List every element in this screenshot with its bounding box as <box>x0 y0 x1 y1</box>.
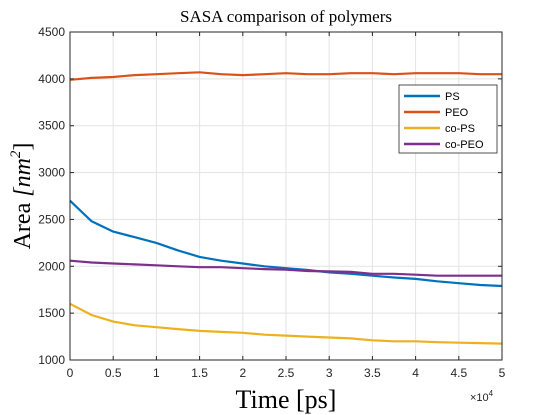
legend-label-peo: PEO <box>445 107 469 119</box>
grid <box>69 31 503 361</box>
x-tick-label: 5 <box>499 366 506 380</box>
y-tick-label: 1000 <box>38 353 65 367</box>
x-tick-label: 1.5 <box>191 366 208 380</box>
x-axis-label: Time [ps] <box>236 385 337 414</box>
y-tick-label: 3000 <box>38 166 65 180</box>
legend-label-ps: PS <box>445 91 460 103</box>
series-lines <box>69 71 503 345</box>
y-tick-label: 4000 <box>38 72 65 86</box>
y-tick-label: 1500 <box>38 306 65 320</box>
y-axis-label-exponent: 2 <box>8 150 24 158</box>
x-tick-label: 3.5 <box>364 366 381 380</box>
x-tick-label: 1 <box>153 366 160 380</box>
x-axis-multiplier-exponent: 4 <box>489 389 494 398</box>
series-line-co-ps <box>69 302 503 345</box>
axis-ticks: 0 0.5 1 1.5 2 2.5 3 3.5 4 4.5 5 1000 1500 2000 2500 300… <box>38 25 505 380</box>
x-axis-multiplier: ×104 <box>470 389 494 404</box>
chart-title: SASA comparison of polymers <box>180 7 392 26</box>
y-tick-label: 4500 <box>38 25 65 39</box>
y-tick-label: 2500 <box>38 212 65 226</box>
series-line-peo <box>69 71 502 81</box>
legend-label-co-ps: co-PS <box>445 123 475 135</box>
series-line-ps <box>69 199 503 288</box>
y-axis-label-unit: [nm <box>10 158 36 197</box>
x-axis-multiplier-base: ×10 <box>470 392 489 404</box>
x-tick-label: 4.5 <box>450 366 467 380</box>
x-tick-label: 0 <box>67 366 74 380</box>
y-axis-label-base: Area <box>10 197 36 250</box>
x-tick-label: 2.5 <box>278 366 295 380</box>
series-line-co-peo <box>69 259 502 277</box>
legend-label-co-peo: co-PEO <box>445 139 484 151</box>
y-tick-label: 3500 <box>38 119 65 133</box>
y-axis-label: Area [nm2] <box>8 143 36 250</box>
x-tick-label: 4 <box>412 366 419 380</box>
legend: PS PEO co-PS co-PEO <box>398 84 498 154</box>
x-tick-label: 0.5 <box>105 366 122 380</box>
y-axis-label-unit-close: ] <box>10 143 36 151</box>
x-tick-label: 3 <box>326 366 333 380</box>
y-tick-label: 2000 <box>38 259 65 273</box>
x-tick-label: 2 <box>239 366 246 380</box>
